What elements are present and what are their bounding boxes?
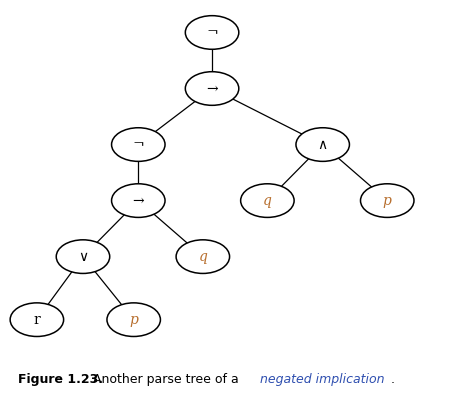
Text: q: q — [198, 250, 207, 263]
Text: ∨: ∨ — [78, 250, 88, 263]
Ellipse shape — [241, 184, 294, 217]
Text: r: r — [34, 313, 40, 327]
Text: p: p — [383, 193, 392, 208]
Ellipse shape — [107, 303, 160, 336]
Ellipse shape — [10, 303, 64, 336]
Text: Another parse tree of a: Another parse tree of a — [85, 373, 243, 386]
Text: Figure 1.23.: Figure 1.23. — [18, 373, 103, 386]
Ellipse shape — [185, 72, 239, 105]
Text: p: p — [129, 313, 138, 327]
Text: →: → — [132, 193, 144, 208]
Ellipse shape — [56, 240, 110, 273]
Text: ¬: ¬ — [132, 138, 144, 152]
Text: q: q — [263, 193, 272, 208]
Text: negated implication: negated implication — [260, 373, 385, 386]
Ellipse shape — [112, 128, 165, 161]
Text: .: . — [391, 373, 395, 386]
Ellipse shape — [361, 184, 414, 217]
Text: →: → — [206, 82, 218, 96]
Ellipse shape — [296, 128, 349, 161]
Ellipse shape — [176, 240, 230, 273]
Ellipse shape — [185, 16, 239, 49]
Text: ∧: ∧ — [318, 138, 328, 152]
Ellipse shape — [112, 184, 165, 217]
Text: ¬: ¬ — [206, 25, 218, 39]
